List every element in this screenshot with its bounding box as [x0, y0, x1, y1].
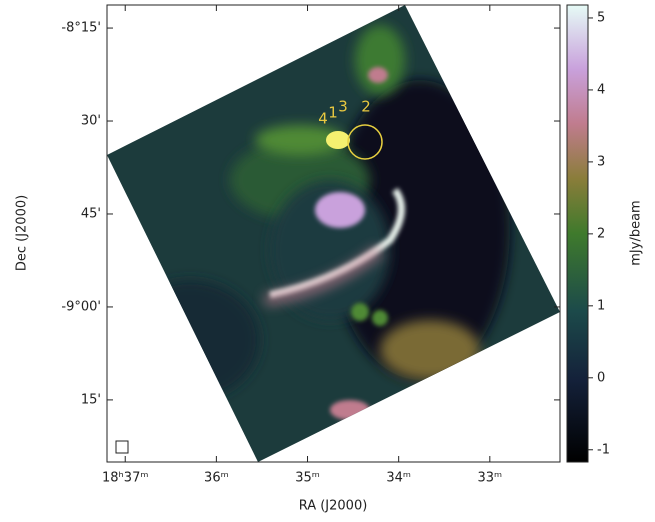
x-tick-label: 33ᵐ	[477, 471, 502, 486]
y-tick-label: -9°00'	[61, 299, 101, 314]
source-label: 2	[361, 98, 371, 116]
x-tick-label: 18ʰ37ᵐ	[102, 471, 148, 486]
colorbar-tick-label: 4	[597, 82, 605, 97]
colorbar	[567, 5, 588, 462]
x-tick-label: 35ᵐ	[295, 471, 320, 486]
colorbar-tick-label: 0	[597, 370, 605, 385]
y-tick-label: 45'	[81, 206, 101, 221]
x-tick-label: 34ᵐ	[386, 471, 411, 486]
colorbar-tick-label: 5	[597, 10, 605, 25]
colorbar-label: mJy/beam	[629, 200, 644, 265]
x-axis-label: RA (J2000)	[299, 499, 368, 514]
colorbar-tick-label: -1	[597, 442, 610, 457]
source-label: 1	[328, 104, 338, 122]
source-label: 4	[318, 110, 328, 128]
x-tick-label: 36ᵐ	[204, 471, 229, 486]
y-tick-label: 30'	[81, 114, 101, 129]
colorbar-tick-label: 3	[597, 154, 605, 169]
colorbar-tick-label: 1	[597, 298, 605, 313]
chart: RA (J2000) Dec (J2000) mJy/beam 18ʰ37ᵐ 36…	[0, 0, 655, 518]
source-label: 3	[338, 98, 348, 116]
y-tick-label: -8°15'	[61, 21, 101, 36]
colorbar-tick-label: 2	[597, 226, 605, 241]
y-tick-label: 15'	[81, 392, 101, 407]
y-axis-label: Dec (J2000)	[15, 195, 30, 271]
